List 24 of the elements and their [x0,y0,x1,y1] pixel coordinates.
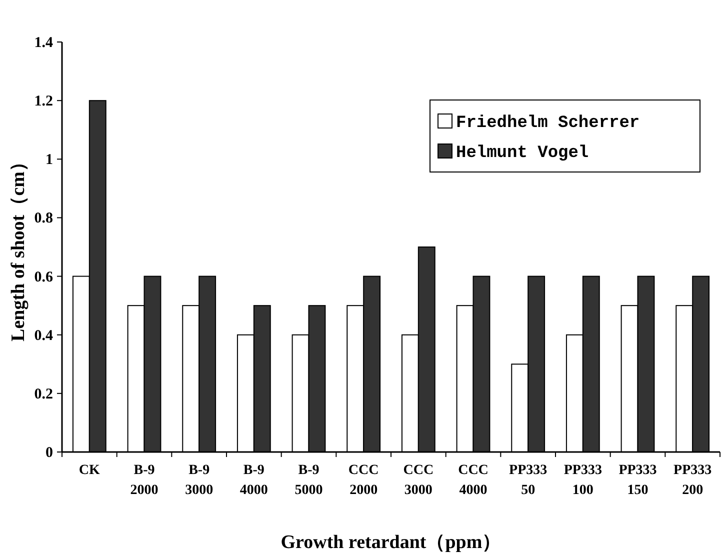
y-axis-title: Length of shoot（cm） [8,152,29,342]
x-tick-label: CK [78,463,100,478]
y-tick-label: 0.8 [34,210,53,227]
x-tick-label: PP333 150 [618,463,657,498]
y-tick-label: 1 [46,152,53,168]
x-tick-label: B-9 3000 [185,463,214,498]
y-tick-label: 0.2 [34,386,53,402]
x-tick-label: CCC 2000 [348,463,379,498]
x-tick-label: B-9 4000 [240,463,268,498]
x-tick-label: CCC 4000 [458,463,488,498]
x-axis-title: Growth retardant（ppm） [280,532,502,553]
x-tick-label: B-9 5000 [294,463,323,498]
legend-label: Helmunt Vogel [456,144,589,163]
y-tick-label: 0.4 [34,328,54,344]
y-tick-label: 0.6 [34,269,54,286]
legend-label: Friedhelm Scherrer [456,114,640,133]
x-tick-label: B-9 2000 [130,463,158,498]
x-tick-label: CCC 3000 [403,463,434,498]
x-tick-label: PP333 100 [564,463,602,498]
x-tick-label: PP333 50 [509,463,548,498]
y-tick-label: 0 [46,445,53,461]
y-tick-label: 1.4 [34,35,54,51]
x-tick-label: PP333 200 [674,463,712,498]
y-tick-label: 1.2 [34,94,53,110]
